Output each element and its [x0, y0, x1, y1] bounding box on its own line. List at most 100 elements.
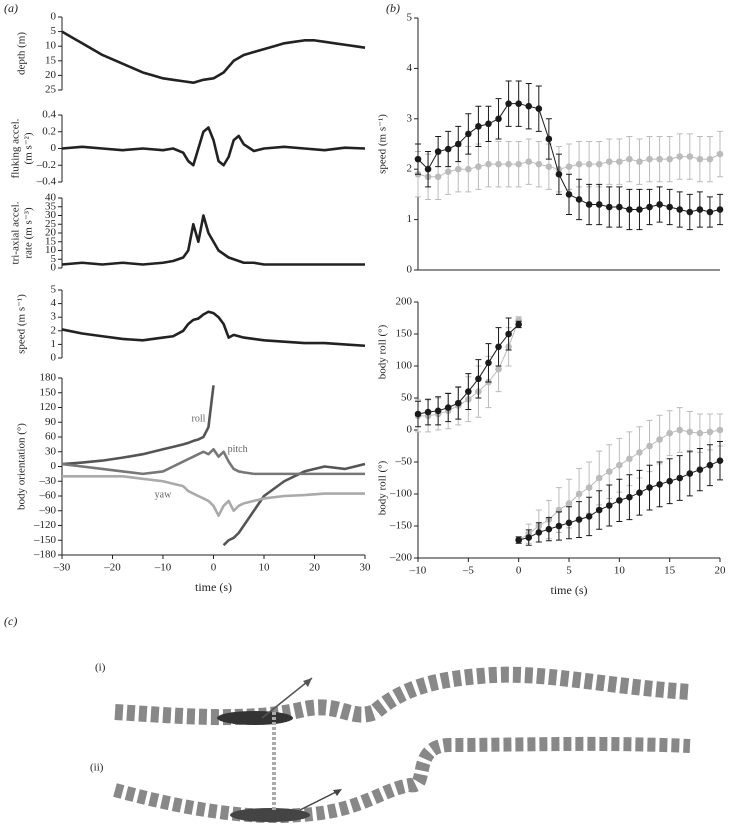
- data-point: [656, 201, 663, 208]
- data-point: [505, 100, 512, 107]
- series-label: yaw: [155, 490, 172, 501]
- y-tick-label: 2: [51, 324, 57, 336]
- data-point: [424, 408, 432, 416]
- series: [414, 317, 522, 428]
- data-point: [434, 148, 442, 155]
- data-point: [605, 502, 613, 509]
- data-point: [495, 115, 502, 123]
- data-point: [636, 489, 643, 497]
- data-point: [676, 474, 684, 482]
- data-point: [515, 160, 522, 168]
- arrow-head: [333, 789, 342, 796]
- data-point: [706, 428, 714, 436]
- data-point: [555, 522, 563, 530]
- y-tick-label: 4: [51, 297, 57, 309]
- data-point: [565, 519, 573, 527]
- x-tick-label: 30: [360, 562, 372, 574]
- y-tick-label: –200: [389, 552, 413, 564]
- data-point: [636, 206, 643, 213]
- data-point: [706, 155, 714, 163]
- y-axis-label: body orientation (°): [16, 423, 28, 510]
- series: [61, 385, 366, 547]
- y-tick-label: 1: [51, 338, 57, 350]
- data-point: [495, 365, 502, 373]
- y-tick-label: 4: [407, 62, 413, 74]
- data-point: [595, 474, 603, 482]
- data-point: [716, 426, 724, 434]
- series: [61, 126, 366, 167]
- series: [515, 441, 724, 546]
- y-tick-label: –50: [395, 456, 413, 468]
- track-render-i: [114, 666, 691, 726]
- y-axis-label: fluking accel.: [10, 118, 22, 178]
- data-point: [475, 375, 482, 383]
- data-point: [595, 506, 603, 514]
- data-point: [525, 158, 533, 165]
- direction-arrow: [299, 789, 341, 811]
- data-point: [676, 206, 684, 213]
- y-axis-label: body roll (°): [377, 460, 389, 515]
- data-line: [61, 310, 366, 348]
- data-point: [666, 477, 673, 485]
- data-point: [505, 330, 512, 338]
- y-tick-label: 5: [407, 12, 413, 24]
- data-point: [686, 153, 694, 160]
- data-point: [595, 160, 603, 168]
- y-tick-label: 30: [45, 209, 57, 221]
- data-point: [636, 158, 643, 165]
- data-point: [585, 513, 593, 520]
- data-point: [444, 168, 452, 176]
- y-tick-label: 150: [396, 328, 413, 340]
- data-point: [515, 321, 522, 328]
- data-point: [686, 470, 694, 477]
- y-tick-label: 25: [45, 84, 57, 96]
- data-point: [716, 457, 724, 465]
- data-point: [414, 410, 422, 418]
- x-tick-label: 15: [664, 565, 676, 577]
- data-point: [666, 203, 673, 211]
- y-tick-label: 40: [45, 192, 57, 204]
- x-tick-label: 0: [516, 565, 522, 577]
- data-point: [686, 428, 694, 436]
- data-point: [465, 388, 472, 395]
- y-axis-label: tri-axial accel.: [10, 201, 22, 264]
- data-point: [676, 426, 684, 434]
- data-point: [646, 203, 653, 211]
- data-point: [414, 155, 422, 163]
- y-tick-label: 50: [401, 392, 413, 404]
- y-tick-label: –90: [39, 504, 57, 516]
- data-point: [424, 165, 432, 173]
- y-axis-label: rate (m s⁻³): [23, 207, 35, 259]
- data-point: [585, 160, 593, 168]
- data-point: [696, 155, 704, 163]
- y-tick-label: 0: [51, 11, 57, 23]
- series: [61, 30, 366, 84]
- data-point: [696, 466, 704, 473]
- x-tick-label: –10: [409, 565, 427, 577]
- series: [61, 447, 365, 476]
- y-tick-label: 1: [407, 213, 413, 225]
- data-point: [465, 130, 472, 138]
- y-tick-label: 5: [51, 25, 57, 37]
- x-tick-label: –10: [154, 562, 172, 574]
- data-point: [605, 468, 613, 475]
- x-tick-label: –5: [462, 565, 475, 577]
- data-point: [495, 160, 502, 168]
- x-axis-label: time (s): [195, 580, 232, 594]
- x-tick-label: 20: [715, 565, 727, 577]
- data-point: [565, 500, 573, 507]
- data-point: [565, 191, 573, 198]
- x-tick-label: 20: [309, 562, 321, 574]
- x-tick-label: 10: [259, 562, 271, 574]
- data-point: [626, 155, 633, 163]
- y-tick-label: –0.4: [36, 176, 57, 188]
- y-tick-label: 60: [45, 431, 57, 443]
- data-line: [61, 385, 366, 547]
- data-point: [545, 163, 553, 170]
- data-point: [535, 160, 543, 168]
- y-axis-label: body roll (°): [377, 324, 389, 379]
- data-point: [475, 163, 482, 170]
- data-point: [616, 461, 623, 469]
- y-axis-label: (m s⁻²): [23, 132, 35, 164]
